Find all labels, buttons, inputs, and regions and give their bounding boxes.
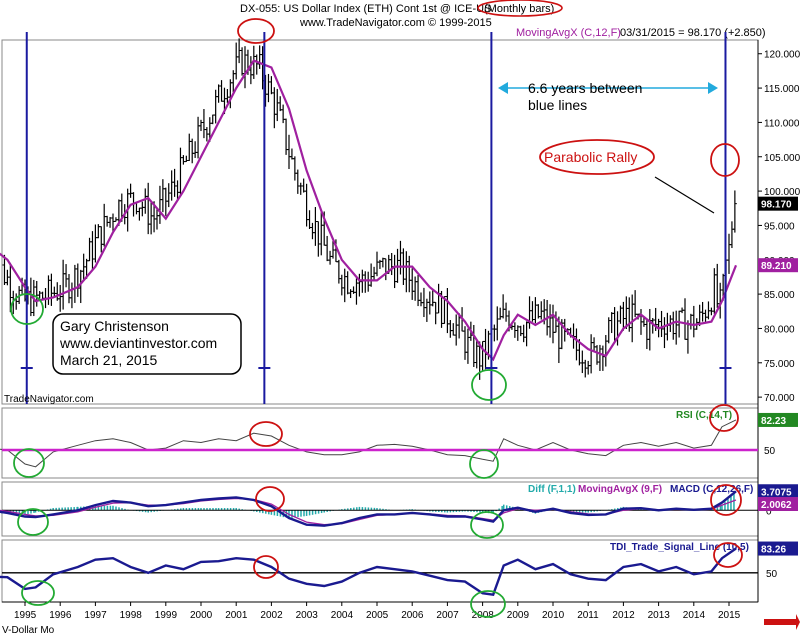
xtick-label: 2010 — [542, 610, 565, 621]
ma-value-box: 89.210 — [761, 261, 792, 272]
macd-2008-circle — [470, 511, 504, 539]
xtick-label: 2009 — [507, 610, 530, 621]
xtick-label: 2001 — [225, 610, 248, 621]
rsi-2001-circle — [249, 421, 283, 447]
top-2015-circle — [710, 143, 740, 177]
xtick-label: 2011 — [577, 610, 599, 621]
xtick-label: 2007 — [436, 610, 459, 621]
rsi-value-box: 82.23 — [761, 416, 786, 427]
parabolic-rally-label: Parabolic Rally — [544, 149, 637, 165]
xtick-label: 2013 — [648, 610, 671, 621]
tdi-value-box-bg — [758, 541, 798, 556]
price-ytick-label: 105.000 — [764, 153, 800, 164]
rsi-panel-frame — [1, 407, 759, 479]
xtick-label: 2000 — [190, 610, 213, 621]
xtick-label: 2008 — [472, 610, 495, 621]
rsi-2008-circle — [469, 449, 499, 479]
last-price-box: 98.170 — [761, 200, 792, 211]
rsi-line — [0, 419, 737, 468]
chart-header-timeframe: (Monthly bars) — [484, 3, 554, 15]
price-ytick-label: 80.000 — [764, 324, 795, 335]
gap-annotation-line1: 6.6 years between — [528, 80, 642, 96]
price-ytick-label: 95.000 — [764, 221, 795, 232]
xtick-label: 1996 — [49, 610, 72, 621]
macd-ytick-label: 0 — [766, 506, 772, 517]
macd-1995-circle — [17, 508, 49, 536]
price-ytick-label: 120.000 — [764, 50, 800, 61]
price-ytick-label: 85.000 — [764, 290, 795, 301]
author-date: March 21, 2015 — [60, 352, 157, 368]
tdi-1995-circle — [21, 580, 55, 606]
parabolic-pointer-line — [654, 176, 715, 214]
rsi-2015-circle — [709, 404, 739, 432]
xtick-label: 2015 — [718, 610, 741, 621]
tdi-legend: TDI_Trade_Signal_Line (10,5) — [610, 542, 749, 553]
rsi-value-box-bg — [758, 412, 798, 427]
price-ytick-label: 70.000 — [764, 393, 795, 404]
macd-value-box-bg — [758, 484, 798, 499]
bottom-2008-circle — [471, 369, 507, 401]
author-box — [52, 313, 242, 375]
xtick-label: 2002 — [260, 610, 283, 621]
macd-legend: MACD (C,12,26,F) — [670, 484, 753, 495]
price-ytick-label: 115.000 — [764, 84, 800, 95]
top-2001-circle — [237, 18, 275, 44]
bottom-1995-circle — [10, 293, 44, 325]
xtick-label: 2004 — [331, 610, 354, 621]
xtick-label: 2003 — [296, 610, 319, 621]
macd-2015-circle — [710, 484, 742, 516]
price-ytick-label: 75.000 — [764, 359, 795, 370]
last-price-box-bg — [758, 196, 798, 211]
author-website: www.deviantinvestor.com — [59, 335, 217, 351]
tdi-line — [0, 547, 737, 597]
parabolic-rally-circle — [539, 139, 655, 175]
macd-signal-legend: MovingAvgX (9,F) — [578, 484, 662, 495]
author-name: Gary Christenson — [60, 318, 169, 334]
macd-diff-legend: Diff (F,1,1) — [528, 484, 576, 495]
rsi-ytick-label: 50 — [764, 446, 776, 457]
gap-arrow-left-head — [498, 82, 508, 94]
tdi-2001-circle — [253, 555, 279, 579]
xtick-label: 2005 — [366, 610, 389, 621]
price-ytick-label: 100.000 — [764, 187, 800, 198]
moving-average-line — [0, 59, 738, 362]
rsi-legend: RSI (C,14,T) — [676, 410, 732, 421]
xtick-label: 1998 — [120, 610, 143, 621]
ma-value-box-bg — [758, 258, 798, 273]
signal-value-box: 2.0062 — [761, 500, 792, 511]
xtick-label: 1997 — [84, 610, 107, 621]
xtick-label: 1995 — [14, 610, 37, 621]
tdi-value-box: 83.26 — [761, 545, 786, 556]
chart-header-title: DX-055: US Dollar Index (ETH) Cont 1st @… — [240, 3, 491, 15]
xtick-label: 2014 — [683, 610, 706, 621]
signal-value-box-bg — [758, 497, 798, 511]
xtick-label: 2012 — [612, 610, 635, 621]
macd-value-box: 3.7075 — [761, 487, 792, 498]
macd-line — [0, 490, 737, 527]
scroll-right-arrow[interactable] — [764, 614, 800, 630]
xtick-label: 1999 — [155, 610, 178, 621]
timeframe-circle — [477, 0, 563, 17]
watermark: TradeNavigator.com — [4, 394, 94, 405]
footer-label: V-Dollar Mo — [2, 625, 55, 636]
tdi-ytick-label: 50 — [766, 569, 778, 580]
rsi-1995-circle — [13, 448, 45, 478]
price-info: 03/31/2015 = 98.170 (+2.850) — [620, 27, 766, 39]
xtick-label: 2006 — [401, 610, 424, 621]
gap-arrow-right-head — [708, 82, 718, 94]
chart-header-copyright: www.TradeNavigator.com © 1999-2015 — [299, 17, 492, 29]
macd-2001-circle — [255, 486, 285, 512]
gap-annotation-line2: blue lines — [528, 97, 587, 113]
tdi-2008-circle — [470, 590, 506, 618]
ma-legend: MovingAvgX (C,12,F) — [516, 27, 621, 39]
price-ytick-label: 110.000 — [764, 118, 800, 129]
tdi-2015-circle — [713, 542, 743, 568]
